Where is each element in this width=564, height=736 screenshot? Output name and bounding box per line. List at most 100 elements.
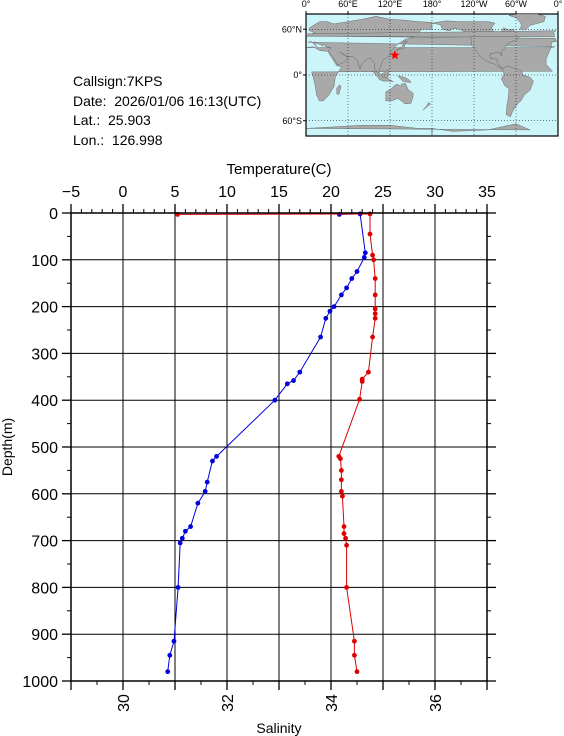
salinity-point <box>371 257 377 263</box>
temperature-point <box>202 489 208 494</box>
salinity-tick-label: 32 <box>220 694 237 712</box>
temperature-tick-label: 35 <box>478 184 496 201</box>
salinity-point <box>341 531 347 536</box>
temperature-point <box>318 334 323 340</box>
depth-tick-label: 200 <box>31 300 58 317</box>
salinity-point <box>372 315 378 321</box>
depth-tick-label: 700 <box>31 534 58 551</box>
depth-axis-title: Depth(m) <box>0 418 15 476</box>
map-labels: 0° 60°E 120°E 180° 120°W 60°W 0° 60°N 0° 60°S <box>282 0 563 126</box>
temperature-point <box>272 397 278 403</box>
latitude-text: Lat.: 25.903 <box>73 112 151 128</box>
station-marker <box>390 50 400 60</box>
land-antarctica <box>305 123 531 136</box>
date-text: Date: 2026/01/06 16:13(UTC) <box>73 92 262 109</box>
salinity-point <box>352 652 357 658</box>
temperature-point <box>331 304 337 309</box>
temperature-point <box>175 585 181 590</box>
depth-tick-label: 1000 <box>22 674 58 691</box>
temperature-point <box>204 479 210 485</box>
salinity-point <box>337 456 343 462</box>
temperature-tick-label: 10 <box>218 184 236 201</box>
temperature-point <box>177 540 183 546</box>
land-japan <box>396 40 409 52</box>
temperature-point <box>327 308 333 314</box>
salinity-point <box>367 231 373 237</box>
salinity-tick-label: 36 <box>428 694 445 712</box>
temperature-tick-label: 25 <box>374 184 392 201</box>
map-lat-label: 60°S <box>282 116 302 126</box>
depth-tick-label: 0 <box>49 206 58 223</box>
profile-chart: −5 0 5 10 15 20 25 30 35010020030040050060070080… <box>0 161 496 736</box>
chart-grid <box>70 212 488 682</box>
callsign-text: Callsign:7KPS <box>73 73 163 89</box>
land-south-america <box>501 65 534 118</box>
depth-tick-label: 300 <box>31 346 58 363</box>
map-gridlines <box>303 11 559 136</box>
temperature-point <box>165 669 171 675</box>
salinity-point <box>366 369 371 375</box>
map-lon-label: 180° <box>423 0 442 9</box>
temperature-tick-label: −5 <box>62 184 80 201</box>
land-borneo <box>382 69 390 79</box>
temperature-tick-label: 20 <box>322 184 340 201</box>
chart-tick-labels: −5 0 5 10 15 20 25 30 35010020030040050060070080… <box>22 184 496 712</box>
land-uk <box>305 30 557 38</box>
salinity-line <box>177 213 376 672</box>
chart-frame <box>70 212 488 682</box>
salinity-axis-title: Salinity <box>256 720 301 736</box>
land-australia <box>385 83 414 105</box>
land-new-zealand <box>422 102 431 111</box>
temperature-point <box>362 250 368 256</box>
salinity-point <box>359 379 365 384</box>
salinity-point <box>339 489 344 494</box>
salinity-point <box>344 542 349 548</box>
temperature-axis-title: Temperature(C) <box>226 161 331 178</box>
salinity-point <box>344 585 349 590</box>
map-lon-label: 60°W <box>505 0 528 9</box>
salinity-point <box>352 638 357 644</box>
chart-series <box>165 211 378 675</box>
map-land <box>305 13 557 136</box>
longitude-text: Lon.: 126.998 <box>73 131 163 148</box>
salinity-point <box>339 477 344 483</box>
temperature-point <box>291 378 296 383</box>
temperature-point <box>323 315 329 321</box>
map-lon-label: 120°W <box>460 0 488 9</box>
depth-tick-label: 400 <box>31 393 58 410</box>
temperature-point <box>214 453 220 459</box>
temperature-point <box>171 638 177 644</box>
salinity-point <box>354 669 360 675</box>
salinity-point <box>372 311 378 317</box>
land-eurasia <box>306 16 557 74</box>
salinity-point <box>372 276 378 281</box>
temperature-point <box>339 292 344 298</box>
temperature-tick-label: 0 <box>119 184 128 201</box>
temperature-point <box>167 652 173 658</box>
world-map: 0° 60°E 120°E 180° 120°W 60°W 0° 60°N 0° 60°S <box>282 0 563 137</box>
temperature-point <box>210 458 215 464</box>
temperature-point <box>195 500 201 506</box>
salinity-point <box>372 306 378 312</box>
temperature-point <box>349 276 355 281</box>
land-new-guinea <box>397 75 412 83</box>
map-lon-label: 0° <box>302 0 311 9</box>
temperature-point <box>361 255 367 260</box>
map-lon-label: 120°E <box>378 0 403 9</box>
salinity-point <box>357 396 362 402</box>
map-lon-label: 60°E <box>338 0 358 9</box>
salinity-point <box>339 468 344 473</box>
temperature-point <box>297 369 303 375</box>
temperature-line <box>167 213 366 672</box>
map-lat-label: 0° <box>293 70 302 80</box>
temperature-point <box>354 269 360 274</box>
salinity-tick-label: 30 <box>116 694 133 712</box>
depth-tick-label: 600 <box>31 487 58 504</box>
land-madagascar <box>336 84 342 95</box>
temperature-point <box>284 381 290 387</box>
depth-tick-label: 500 <box>31 440 58 457</box>
salinity-point <box>372 292 378 298</box>
depth-tick-label: 900 <box>31 627 58 644</box>
temperature-tick-label: 15 <box>270 184 288 201</box>
